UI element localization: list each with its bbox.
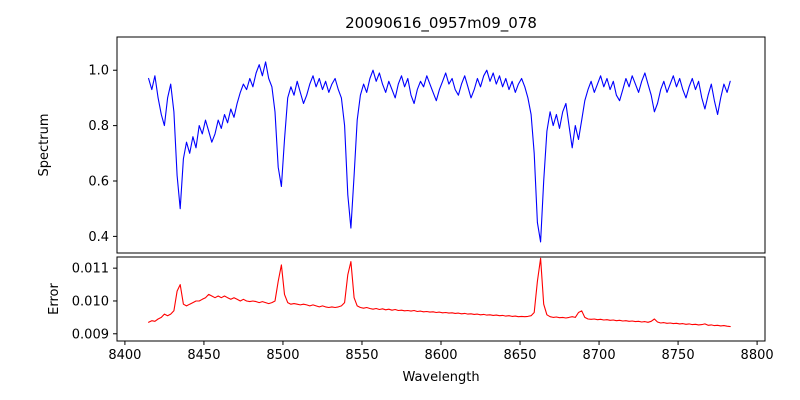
chart-title: 20090616_0957m09_078: [345, 14, 537, 33]
y-tick-label: 0.6: [88, 175, 109, 190]
error-axes-box: [116, 256, 766, 342]
x-tick-label: 8650: [503, 348, 536, 363]
spectrum-line: [148, 61, 731, 243]
x-tick-label: 8700: [583, 348, 616, 363]
spectrum-ticks: 0.4 0.6 0.8 1.0: [88, 64, 117, 245]
x-tick-label: 8550: [345, 348, 378, 363]
y-tick-label: 1.0: [88, 64, 109, 79]
y-tick-label: 0.011: [72, 262, 109, 277]
y-tick-label: 0.010: [72, 294, 109, 309]
error-panel: 0.009 0.010 0.011 8400 8450 8500 8550 8600 8650 8…: [72, 256, 774, 363]
error-y-axis-label: Error: [47, 283, 62, 315]
x-tick-label: 8450: [187, 348, 220, 363]
y-tick-label: 0.009: [72, 327, 109, 342]
x-tick-label: 8750: [662, 348, 695, 363]
x-axis-label: Wavelength: [402, 370, 479, 385]
spectrum-y-axis-label: Spectrum: [37, 114, 52, 177]
x-tick-label: 8600: [424, 348, 457, 363]
x-tick-label: 8500: [266, 348, 299, 363]
x-tick-label: 8400: [108, 348, 141, 363]
y-tick-label: 0.4: [88, 230, 109, 245]
spectrum-panel: 0.4 0.6 0.8 1.0: [88, 36, 766, 254]
x-tick-label: 8800: [741, 348, 774, 363]
error-line: [148, 257, 731, 328]
spectrum-axes-box: [116, 36, 766, 254]
error-ticks: 0.009 0.010 0.011 8400 8450 8500 8550 8600 8650 8…: [72, 262, 774, 363]
y-tick-label: 0.8: [88, 119, 109, 134]
